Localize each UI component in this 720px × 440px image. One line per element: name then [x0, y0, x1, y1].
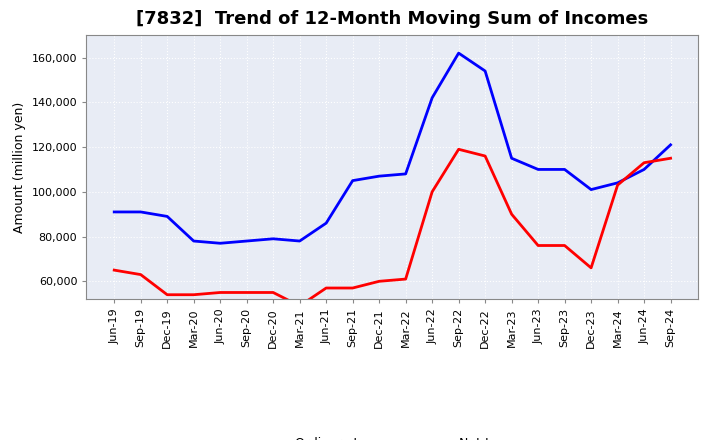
Net Income: [322, 286, 330, 291]
Net Income: [454, 147, 463, 152]
Net Income: [348, 286, 357, 291]
Net Income: [163, 292, 171, 297]
Line: Net Income: Net Income: [114, 149, 670, 306]
Net Income: [587, 265, 595, 271]
Ordinary Income: [189, 238, 198, 244]
Ordinary Income: [322, 220, 330, 226]
Net Income: [640, 160, 649, 165]
Net Income: [269, 290, 277, 295]
Ordinary Income: [216, 241, 225, 246]
Ordinary Income: [560, 167, 569, 172]
Net Income: [375, 279, 384, 284]
Ordinary Income: [136, 209, 145, 215]
Net Income: [508, 212, 516, 217]
Net Income: [481, 154, 490, 159]
Net Income: [243, 290, 251, 295]
Ordinary Income: [110, 209, 119, 215]
Ordinary Income: [401, 171, 410, 176]
Net Income: [216, 290, 225, 295]
Ordinary Income: [508, 156, 516, 161]
Net Income: [666, 156, 675, 161]
Ordinary Income: [481, 68, 490, 73]
Net Income: [401, 276, 410, 282]
Net Income: [613, 183, 622, 188]
Ordinary Income: [454, 51, 463, 56]
Net Income: [295, 303, 304, 308]
Ordinary Income: [428, 95, 436, 100]
Ordinary Income: [587, 187, 595, 192]
Net Income: [110, 268, 119, 273]
Ordinary Income: [163, 214, 171, 219]
Y-axis label: Amount (million yen): Amount (million yen): [13, 102, 26, 233]
Ordinary Income: [666, 142, 675, 147]
Ordinary Income: [348, 178, 357, 183]
Net Income: [534, 243, 542, 248]
Ordinary Income: [640, 167, 649, 172]
Net Income: [560, 243, 569, 248]
Ordinary Income: [613, 180, 622, 186]
Net Income: [428, 189, 436, 194]
Title: [7832]  Trend of 12-Month Moving Sum of Incomes: [7832] Trend of 12-Month Moving Sum of I…: [136, 10, 649, 28]
Ordinary Income: [295, 238, 304, 244]
Legend: Ordinary Income, Net Income: Ordinary Income, Net Income: [248, 432, 536, 440]
Ordinary Income: [243, 238, 251, 244]
Ordinary Income: [534, 167, 542, 172]
Ordinary Income: [269, 236, 277, 242]
Net Income: [136, 272, 145, 277]
Ordinary Income: [375, 173, 384, 179]
Net Income: [189, 292, 198, 297]
Line: Ordinary Income: Ordinary Income: [114, 53, 670, 243]
